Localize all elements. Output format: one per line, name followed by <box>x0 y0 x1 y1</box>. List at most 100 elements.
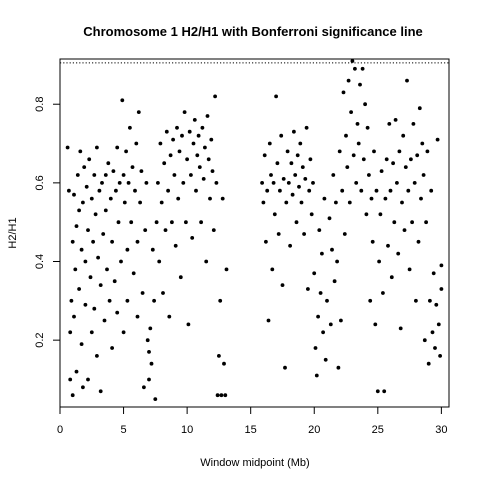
data-point <box>316 314 320 319</box>
data-point <box>274 94 278 99</box>
data-point <box>211 228 216 233</box>
data-point <box>173 243 178 248</box>
data-point <box>87 157 92 162</box>
data-point <box>112 279 117 284</box>
x-tick-label: 15 <box>245 424 257 436</box>
data-point <box>320 251 324 256</box>
data-point <box>396 251 401 256</box>
data-point <box>166 188 171 193</box>
data-point <box>73 267 78 272</box>
data-point <box>389 275 394 280</box>
data-point <box>279 133 284 138</box>
data-point <box>295 153 300 158</box>
data-point <box>224 267 229 272</box>
data-point <box>103 208 108 213</box>
data-point <box>344 133 348 138</box>
data-point <box>421 173 426 177</box>
data-point <box>133 188 137 193</box>
data-point <box>342 232 347 236</box>
y-tick-label: 0.2 <box>34 333 46 348</box>
data-point <box>92 173 97 177</box>
data-point <box>435 137 440 142</box>
data-point <box>314 373 319 378</box>
data-point <box>363 102 367 107</box>
data-point <box>284 200 289 205</box>
data-point <box>373 322 378 327</box>
data-point <box>306 287 310 291</box>
data-point <box>379 169 384 174</box>
data-point <box>290 192 295 197</box>
data-point <box>354 181 359 185</box>
data-point <box>264 239 268 244</box>
data-point <box>162 161 167 166</box>
data-point <box>108 196 113 201</box>
data-point <box>70 393 75 398</box>
y-axis-label: H2/H1 <box>7 217 19 248</box>
data-point <box>81 385 85 390</box>
data-point <box>79 247 84 252</box>
data-point <box>334 200 338 205</box>
data-point <box>219 393 224 398</box>
data-point <box>355 122 360 126</box>
data-point <box>149 361 154 366</box>
data-point <box>323 357 328 362</box>
data-point <box>299 200 304 205</box>
data-point <box>89 330 94 335</box>
data-point <box>187 129 192 134</box>
data-point <box>292 129 296 134</box>
data-point <box>411 122 416 126</box>
x-axis: 0 5 10 15 20 25 30 <box>57 406 447 436</box>
data-point <box>401 133 406 138</box>
data-point <box>434 302 439 307</box>
data-point <box>153 397 158 401</box>
data-point <box>69 298 74 303</box>
data-point <box>107 298 112 303</box>
data-point <box>138 200 143 205</box>
data-point <box>152 298 157 303</box>
data-point <box>68 330 73 335</box>
data-point <box>91 239 95 244</box>
data-point <box>350 59 355 63</box>
data-point <box>269 173 273 177</box>
data-point <box>327 216 332 221</box>
data-point <box>101 232 106 236</box>
data-point <box>392 220 397 225</box>
data-point <box>266 318 271 323</box>
data-point <box>288 243 292 248</box>
data-point <box>184 220 188 225</box>
data-point <box>170 220 174 225</box>
data-point <box>415 153 420 158</box>
chart-title: Chromosome 1 H2/H1 with Bonferroni signi… <box>83 24 423 39</box>
data-point <box>368 298 373 303</box>
data-point <box>387 122 392 126</box>
data-point <box>335 259 339 264</box>
data-point <box>82 165 87 170</box>
data-point <box>358 82 362 87</box>
data-point <box>218 298 223 303</box>
data-point <box>293 173 298 177</box>
data-point <box>177 149 182 154</box>
data-point <box>378 212 383 217</box>
data-point <box>180 133 184 138</box>
data-point <box>322 196 327 201</box>
x-tick-label: 20 <box>308 424 320 436</box>
data-point <box>398 326 403 331</box>
data-point <box>92 306 97 311</box>
data-point <box>346 78 351 83</box>
data-point <box>261 200 266 205</box>
data-point <box>67 188 71 193</box>
y-axis: 0.2 0.4 0.6 0.8 <box>34 97 61 348</box>
data-point <box>129 220 134 225</box>
data-point <box>114 188 118 193</box>
data-point <box>197 165 202 170</box>
data-point <box>139 169 144 174</box>
data-point <box>145 338 150 343</box>
data-point <box>429 188 434 193</box>
data-point <box>403 165 408 170</box>
data-point <box>214 181 219 185</box>
data-point <box>349 110 353 114</box>
data-point <box>402 228 407 233</box>
y-tick-label: 0.6 <box>34 175 46 190</box>
